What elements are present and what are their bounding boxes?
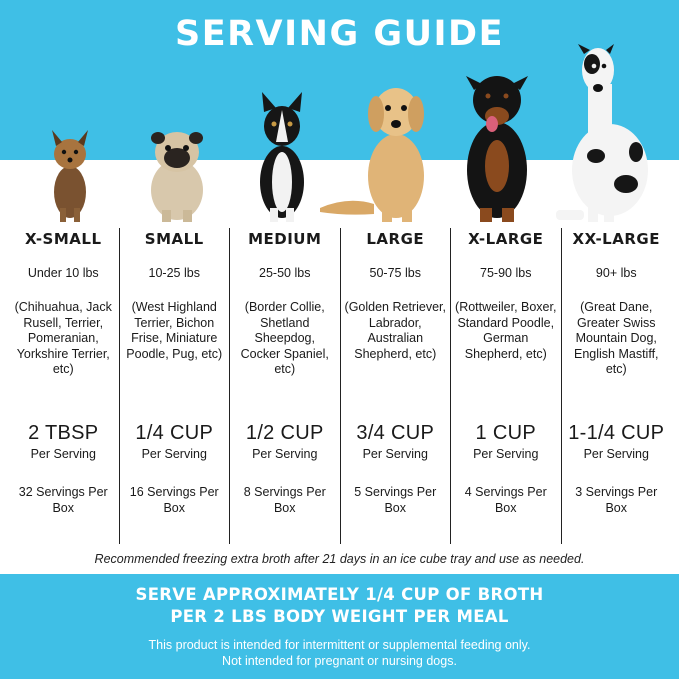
- size-name: MEDIUM: [248, 230, 322, 248]
- great-dane-photo: [556, 44, 648, 222]
- serving-headline-line-2: PER 2 LBS BODY WEIGHT PER MEAL: [170, 607, 509, 626]
- breed-examples: (Chihuahua, Jack Rusell, Terrier, Pomera…: [14, 300, 112, 377]
- serving-amount: 1 CUP: [475, 422, 536, 444]
- feeding-disclaimer: This product is intended for intermitten…: [0, 638, 679, 669]
- disclaimer-line-2: Not intended for pregnant or nursing dog…: [222, 653, 457, 668]
- serving-amount: 1-1/4 CUP: [568, 422, 665, 444]
- size-column-x-large: X-LARGE 75-90 lbs (Rottweiler, Boxer, St…: [450, 228, 561, 544]
- weight-range: 25-50 lbs: [259, 266, 311, 280]
- weight-range: 50-75 lbs: [369, 266, 421, 280]
- servings-per-box: 32 Servings Per Box: [18, 485, 108, 515]
- weight-range: 75-90 lbs: [480, 266, 532, 280]
- freezing-note: Recommended freezing extra broth after 2…: [94, 552, 585, 566]
- per-serving-label: Per Serving: [362, 447, 428, 461]
- disclaimer-line-1: This product is intended for intermitten…: [148, 638, 531, 652]
- servings-per-box: 4 Servings Per Box: [464, 485, 547, 515]
- size-name: SMALL: [144, 230, 204, 248]
- size-column-x-small: X-SMALL Under 10 lbs (Chihuahua, Jack Ru…: [8, 228, 119, 544]
- dog-photos-row: [0, 40, 679, 222]
- yorkshire-terrier-photo: [52, 130, 88, 222]
- size-name: X-LARGE: [468, 230, 544, 248]
- serving-amount: 3/4 CUP: [356, 422, 435, 444]
- servings-per-box: 8 Servings Per Box: [243, 485, 326, 515]
- size-columns: X-SMALL Under 10 lbs (Chihuahua, Jack Ru…: [8, 228, 671, 544]
- size-name: LARGE: [366, 230, 425, 248]
- breed-examples: (Border Collie, Shetland Sheepdog, Cocke…: [240, 300, 329, 377]
- page-title: SERVING GUIDE: [174, 14, 504, 54]
- size-name: X-SMALL: [24, 230, 102, 248]
- breed-examples: (Golden Retriever, Labrador, Australian …: [344, 300, 446, 361]
- serving-headline-line-1: SERVE APPROXIMATELY 1/4 CUP OF BROTH: [135, 585, 544, 604]
- breed-examples: (West Highland Terrier, Bichon Frise, Mi…: [126, 300, 223, 361]
- size-column-xx-large: XX-LARGE 90+ lbs (Great Dane, Greater Sw…: [560, 228, 672, 544]
- per-serving-label: Per Serving: [141, 447, 207, 461]
- per-serving-label: Per Serving: [473, 447, 539, 461]
- per-serving-label: Per Serving: [30, 447, 96, 461]
- golden-retriever-photo: [320, 88, 424, 222]
- per-serving-label: Per Serving: [583, 447, 649, 461]
- breed-examples: (Great Dane, Greater Swiss Mountain Dog,…: [573, 300, 659, 377]
- servings-per-box: 3 Servings Per Box: [575, 485, 658, 515]
- size-name: XX-LARGE: [572, 230, 660, 248]
- serving-amount: 2 TBSP: [28, 422, 99, 444]
- servings-per-box: 16 Servings Per Box: [129, 485, 219, 515]
- size-column-medium: MEDIUM 25-50 lbs (Border Collie, Shetlan…: [229, 228, 340, 544]
- border-collie-photo: [260, 92, 304, 222]
- serving-headline: SERVE APPROXIMATELY 1/4 CUP OF BROTH PER…: [0, 584, 679, 628]
- bottom-blue-band: SERVE APPROXIMATELY 1/4 CUP OF BROTH PER…: [0, 574, 679, 679]
- weight-range: 90+ lbs: [595, 266, 637, 280]
- size-column-small: SMALL 10-25 lbs (West Highland Terrier, …: [118, 228, 230, 544]
- serving-amount: 1/2 CUP: [245, 422, 324, 444]
- serving-amount: 1/4 CUP: [135, 422, 214, 444]
- rottweiler-photo: [466, 76, 528, 222]
- per-serving-label: Per Serving: [252, 447, 318, 461]
- pug-photo: [151, 132, 203, 222]
- top-blue-band: [0, 0, 679, 160]
- breed-examples: (Rottweiler, Boxer, Standard Poodle, Ger…: [455, 300, 557, 361]
- size-column-large: LARGE 50-75 lbs (Golden Retriever, Labra…: [339, 228, 451, 544]
- weight-range: Under 10 lbs: [27, 266, 99, 280]
- servings-per-box: 5 Servings Per Box: [354, 485, 437, 515]
- weight-range: 10-25 lbs: [148, 266, 200, 280]
